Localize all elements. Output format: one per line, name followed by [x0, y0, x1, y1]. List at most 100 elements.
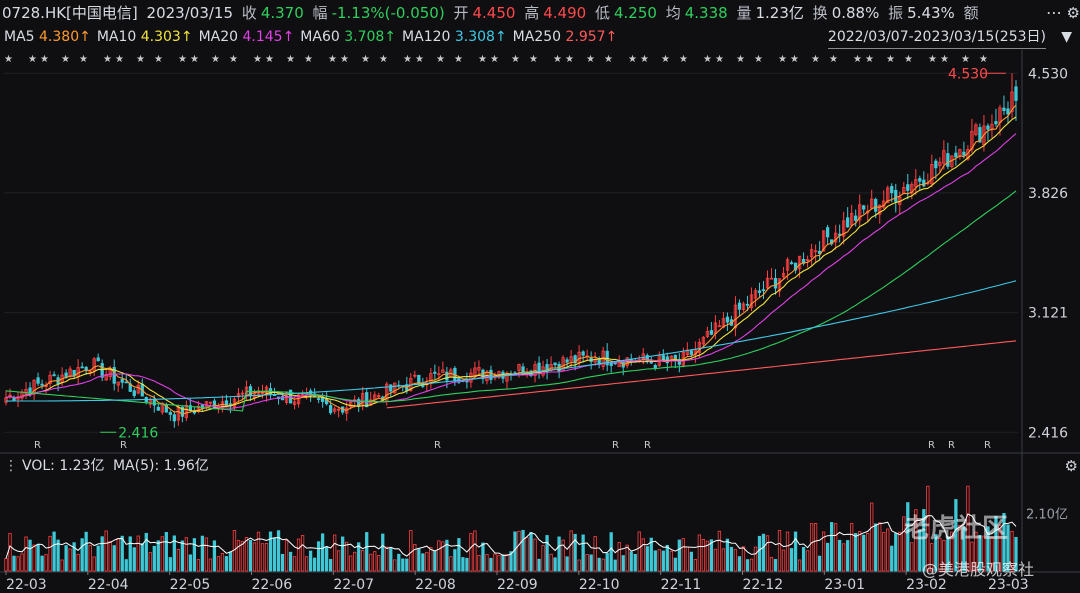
- volume-settings-icon[interactable]: ⚙: [1064, 457, 1078, 475]
- volume-bar: [329, 558, 333, 572]
- candle-body: [172, 414, 176, 422]
- event-star-icon: ★: [979, 54, 988, 65]
- volume-bar: [172, 535, 176, 572]
- candle-body: [922, 179, 926, 187]
- settings-icon[interactable]: ⚙: [1066, 4, 1080, 22]
- volume-bar: [300, 535, 305, 572]
- volume-bar: [236, 540, 241, 572]
- candle-body: [369, 399, 373, 406]
- volume-bar: [12, 555, 16, 572]
- volume-bar: [537, 558, 541, 572]
- volume-bar: [493, 553, 497, 572]
- candle-body: [553, 362, 557, 366]
- volume-bar: [449, 556, 453, 572]
- volume-bar: [32, 544, 36, 572]
- volume-bar: [60, 559, 64, 572]
- volume-bar: [132, 547, 136, 572]
- date-range-selector[interactable]: 2022/03/07-2023/03/15(253日): [827, 26, 1046, 49]
- candle-body: [954, 152, 958, 158]
- volume-bar: [665, 544, 669, 572]
- quote-bar: 0728.HK[中国电信] 2023/03/15 收 4.370 幅 -1.13%(…: [0, 0, 1080, 26]
- candle-body: [789, 262, 794, 265]
- event-star-icon: ★: [865, 54, 874, 65]
- event-star-icon: ★: [586, 54, 595, 65]
- volume-bar: [946, 536, 950, 572]
- candle-body: [441, 369, 445, 373]
- volume-bar: [922, 509, 926, 572]
- volume-bar: [377, 555, 381, 572]
- event-star-icon: ★: [103, 54, 112, 65]
- candle-body: [104, 373, 108, 381]
- candle-body: [745, 303, 750, 306]
- volume-bar: [144, 532, 148, 572]
- candle-body: [886, 187, 890, 204]
- volume-bar: [721, 548, 726, 572]
- candle-body: [433, 371, 437, 374]
- volume-bar: [745, 559, 750, 572]
- volume-bar: [320, 533, 325, 572]
- volume-header: ⋮ VOL: 1.23亿 MA(5): 1.96亿: [0, 455, 209, 477]
- volume-bar: [397, 553, 401, 572]
- candle-body: [152, 398, 156, 406]
- volume-bar: [140, 543, 144, 572]
- volume-bar: [942, 539, 946, 572]
- volume-bar: [862, 534, 866, 572]
- volume-bar: [100, 536, 104, 572]
- y-tick-label: 4.530: [1028, 66, 1068, 82]
- volume-bar: [653, 550, 657, 572]
- volume-bar: [56, 539, 60, 572]
- volume-bar: [669, 550, 673, 572]
- candle-body: [329, 405, 333, 414]
- event-star-icon: ★: [628, 54, 637, 65]
- candle-body: [333, 408, 337, 412]
- candle-body: [870, 198, 874, 209]
- volume-bar: [581, 534, 585, 572]
- event-star-icon: ★: [154, 54, 163, 65]
- volume-bar: [513, 531, 517, 572]
- volume-bar: [978, 534, 982, 572]
- candle-body: [1002, 107, 1006, 112]
- dividend-marker-icon: R: [612, 440, 619, 451]
- high-value: 4.490: [543, 4, 587, 22]
- event-star-icon: ★: [28, 54, 37, 65]
- candle-body: [753, 290, 758, 299]
- volume-bar: [501, 554, 505, 572]
- candle-body: [573, 355, 577, 364]
- event-star-icon: ★: [754, 54, 763, 65]
- ma-value: 3.708↑: [344, 29, 397, 45]
- volume-bar: [561, 539, 565, 572]
- low-label: 低: [594, 4, 610, 22]
- volume-bar: [878, 522, 882, 572]
- ma-value: 4.303↑: [140, 29, 193, 45]
- volume-bar: [345, 541, 349, 572]
- volume-bar: [717, 530, 722, 572]
- volume-bar: [757, 535, 762, 572]
- expand-icon[interactable]: ⋮: [4, 458, 18, 474]
- volume-bar: [789, 548, 794, 572]
- volume-bar: [737, 556, 742, 572]
- volume-bar: [617, 542, 621, 572]
- volume-bar: [846, 540, 850, 572]
- candle-body: [962, 151, 966, 156]
- event-star-icon: ★: [211, 54, 220, 65]
- volume-bar: [401, 558, 405, 572]
- candle-body: [777, 278, 782, 292]
- more-icon[interactable]: ⋯: [1046, 3, 1062, 22]
- volume-bar: [28, 539, 32, 572]
- ma-line-ma20: [5, 133, 1017, 409]
- x-tick-label: 22-12: [743, 577, 784, 593]
- volume-bar: [866, 533, 870, 572]
- volume-bar: [148, 552, 152, 572]
- volume-bar: [697, 534, 702, 572]
- volume-bar: [240, 541, 245, 572]
- triangle-down-icon[interactable]: ▼: [1061, 29, 1072, 45]
- volume-bar: [689, 551, 693, 572]
- event-star-icon: ★: [640, 54, 649, 65]
- volume-bar: [333, 534, 337, 572]
- candle-body: [942, 150, 946, 164]
- candle-body: [377, 395, 381, 398]
- symbol[interactable]: 0728.HK[中国电信]: [2, 4, 138, 22]
- candle-body: [725, 316, 730, 323]
- volume-bar: [361, 550, 365, 572]
